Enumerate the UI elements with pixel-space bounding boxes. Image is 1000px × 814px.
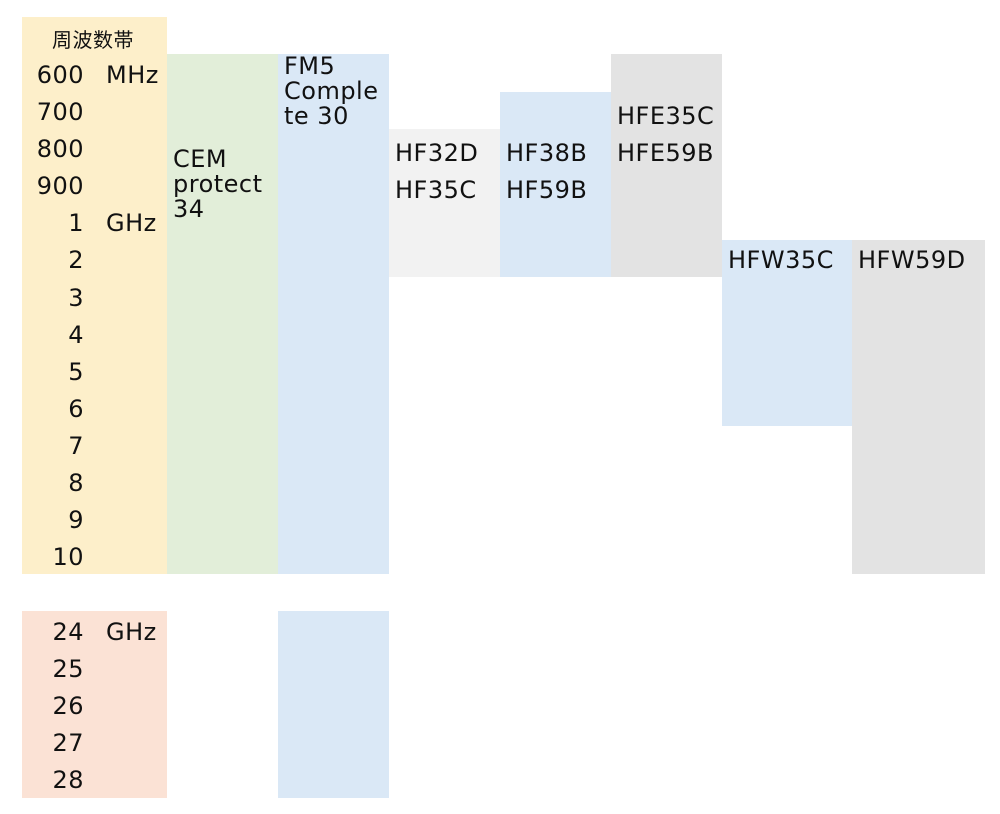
bar-hf32d-hf35c	[389, 129, 500, 277]
frequency-value: 5	[68, 358, 84, 386]
bar-hfe35c-hfe59b	[611, 54, 722, 277]
frequency-value: 9	[68, 506, 84, 534]
bar-fm5-complete-30	[278, 54, 389, 574]
bar-cem-protect-34	[167, 54, 278, 574]
frequency-value: 3	[68, 284, 84, 312]
frequency-value: 800	[36, 135, 84, 163]
label-cem-protect-34: CEM protect 34	[173, 145, 263, 223]
frequency-band-low-background	[22, 17, 167, 574]
frequency-unit: MHz	[106, 61, 159, 89]
label-hf38b-hf59b: HF38B HF59B	[506, 139, 588, 204]
frequency-band-high-background	[22, 611, 167, 798]
bar-hfw35c	[722, 240, 852, 426]
frequency-unit: GHz	[106, 209, 157, 237]
bar-hf38b-hf59b	[500, 92, 611, 277]
label-hfw59d: HFW59D	[858, 246, 966, 274]
bar-hfw59d	[852, 240, 985, 574]
frequency-value: 10	[52, 543, 84, 571]
frequency-value: 27	[52, 729, 84, 757]
frequency-value: 6	[68, 395, 84, 423]
frequency-value: 4	[68, 321, 84, 349]
frequency-value: 8	[68, 469, 84, 497]
label-fm5-complete-30: FM5 Comple te 30	[284, 52, 379, 130]
frequency-band-header: 周波数帯	[52, 28, 134, 52]
frequency-value: 2	[68, 246, 84, 274]
frequency-value: 7	[68, 432, 84, 460]
label-hfw35c: HFW35C	[728, 246, 834, 274]
frequency-value: 25	[52, 655, 84, 683]
frequency-value: 700	[36, 98, 84, 126]
frequency-value: 24	[52, 618, 84, 646]
frequency-value: 900	[36, 172, 84, 200]
frequency-value: 1	[68, 209, 84, 237]
frequency-unit: GHz	[106, 618, 157, 646]
frequency-value: 600	[36, 61, 84, 89]
frequency-value: 26	[52, 692, 84, 720]
label-hfe35c-hfe59b: HFE35C HFE59B	[617, 102, 715, 167]
bar-fm5-complete-30-high	[278, 611, 389, 798]
frequency-value: 28	[52, 766, 84, 794]
label-hf32d-hf35c: HF32D HF35C	[395, 139, 479, 204]
